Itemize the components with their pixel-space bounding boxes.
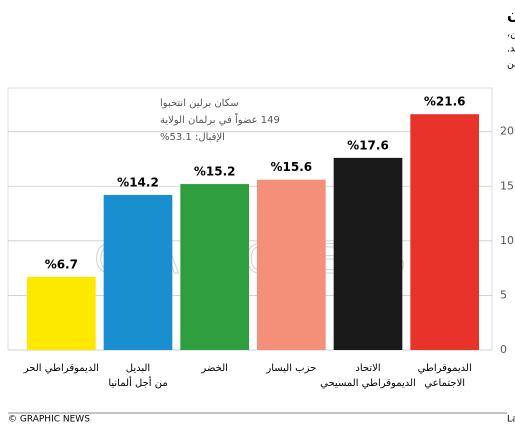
value-label: %6.7 — [45, 257, 78, 271]
y-tick-label: 20 — [500, 125, 514, 138]
value-label: %15.6 — [271, 160, 313, 174]
value-label: %17.6 — [347, 138, 389, 152]
y-tick-label: 0 — [500, 343, 507, 356]
x-tick-label: الديموقراطي المسيحي — [320, 378, 416, 389]
x-tick-label: الاتحاد — [355, 363, 380, 374]
x-tick-label: من أجل ألمانيا — [108, 376, 167, 389]
x-tick-label: الديموقراطي — [418, 363, 472, 374]
y-tick-label: 10 — [500, 234, 514, 247]
x-tick-label: الاجتماعي — [424, 378, 465, 389]
bar — [333, 157, 403, 350]
y-tick-label: 5 — [500, 288, 507, 301]
bar — [180, 184, 249, 350]
y-tick-label: 15 — [500, 179, 514, 192]
x-tick-label: الديموقراطي الحر — [23, 363, 99, 374]
chart-title: الاتحاد الديموقراطي المسيحي بزعامة ميركل… — [507, 5, 515, 23]
subtitle: فيما كسب الحزب اليميني المتطرف المعادي ل… — [507, 42, 515, 55]
subtitle: وهذه ثاني ضربة انتخابية لحزبها في أسبوعي… — [507, 57, 515, 70]
bar — [257, 179, 326, 350]
value-label: %21.6 — [424, 95, 466, 109]
annotation: سكان برلين انتخبوا — [160, 98, 239, 109]
annotation: 149 عضواً في برلمان الولاية — [160, 112, 280, 126]
bar — [27, 276, 96, 350]
x-tick-label: الخضر — [200, 363, 227, 374]
bar — [103, 194, 173, 350]
bar — [410, 114, 479, 350]
x-tick-label: البديل — [126, 363, 150, 374]
x-tick-label: حزب اليسار — [265, 363, 316, 374]
source: المصدر: Landeswahlleiterin — [507, 415, 515, 425]
value-label: %14.2 — [117, 175, 159, 189]
credit: © GRAPHIC NEWS — [8, 415, 90, 425]
annotation: الإقبال: 53.1% — [160, 132, 225, 143]
value-label: %15.2 — [194, 165, 236, 179]
subtitle: مُني حزب الاتحاد الديموقراطي المسيحي للم… — [507, 28, 515, 40]
